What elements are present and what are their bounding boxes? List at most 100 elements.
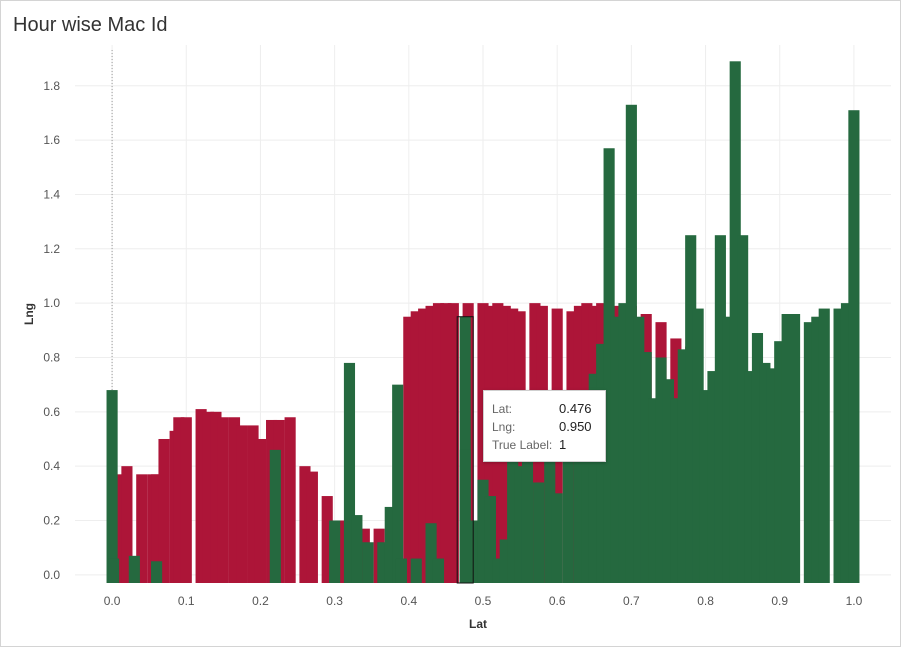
bar-label-1[interactable] (329, 520, 341, 583)
bar-label-0[interactable] (236, 425, 248, 583)
bar-label-1[interactable] (392, 384, 404, 583)
bar-label-1[interactable] (633, 316, 645, 583)
bar-label-1[interactable] (492, 558, 504, 583)
bar-label-0[interactable] (410, 311, 422, 583)
bar-label-1[interactable] (722, 316, 734, 583)
bar-label-0[interactable] (210, 411, 222, 583)
bar-label-1[interactable] (759, 362, 771, 583)
bar-label-0[interactable] (228, 417, 241, 583)
bar-label-0[interactable] (321, 496, 333, 583)
bar-label-1[interactable] (362, 542, 374, 583)
bar-label-1[interactable] (108, 558, 120, 583)
bar-label-1[interactable] (432, 558, 445, 583)
bar-label-1[interactable] (789, 314, 801, 583)
bar-label-1[interactable] (811, 316, 823, 583)
bar-label-1[interactable] (640, 352, 652, 583)
bar-label-1[interactable] (507, 447, 519, 583)
bar-label-1[interactable] (737, 235, 749, 583)
bar-label-1[interactable] (670, 398, 682, 583)
bar-label-1[interactable] (477, 479, 489, 583)
bar-label-1[interactable] (699, 390, 712, 583)
bar-label-1[interactable] (581, 411, 593, 583)
bar-label-1[interactable] (707, 371, 719, 583)
y-tick-label: 1.0 (43, 296, 60, 310)
bar-label-1[interactable] (662, 379, 675, 583)
bar-label-0[interactable] (113, 474, 126, 583)
bar-label-1[interactable] (714, 235, 726, 583)
bar-label-1[interactable] (655, 357, 667, 583)
bar-label-1[interactable] (151, 561, 163, 583)
bar-label-1[interactable] (410, 558, 422, 583)
bar-label-1[interactable] (533, 482, 545, 583)
bar-label-1[interactable] (603, 148, 615, 584)
bar-label-1[interactable] (610, 316, 623, 583)
bar-label-1[interactable] (588, 373, 600, 583)
bar-label-1[interactable] (818, 308, 830, 583)
bar-label-0[interactable] (336, 520, 348, 583)
bar-label-1[interactable] (625, 104, 637, 584)
bar-label-1[interactable] (395, 558, 407, 583)
bar-label-1[interactable] (840, 303, 853, 583)
bar-label-0[interactable] (136, 474, 148, 583)
bar-label-0[interactable] (432, 303, 445, 583)
bar-label-1[interactable] (766, 368, 778, 583)
bar-label-1[interactable] (377, 542, 389, 583)
bar-label-1[interactable] (781, 314, 793, 583)
bar-label-1[interactable] (729, 61, 741, 583)
x-tick-label: 0.0 (104, 594, 121, 608)
data-tooltip: Lat: 0.476 Lng: 0.950 True Label: 1 (483, 390, 606, 462)
bar-label-1[interactable] (106, 390, 118, 583)
bar-label-0[interactable] (151, 474, 163, 583)
bar-label-1[interactable] (384, 506, 396, 583)
bar-label-1[interactable] (803, 322, 815, 583)
x-tick-label: 0.7 (623, 594, 640, 608)
bar-label-1[interactable] (677, 349, 689, 583)
bar-label-1[interactable] (596, 343, 608, 583)
bar-label-0[interactable] (254, 438, 267, 583)
bar-label-0[interactable] (306, 471, 318, 583)
bar-label-0[interactable] (299, 466, 311, 583)
highlighted-bar[interactable] (456, 316, 474, 584)
bar-label-1[interactable] (544, 458, 556, 583)
bar-label-1[interactable] (774, 341, 786, 583)
bar-label-1[interactable] (833, 308, 845, 583)
bar-label-1[interactable] (269, 449, 281, 583)
bar-label-1[interactable] (562, 433, 574, 583)
bar-label-0[interactable] (180, 417, 192, 583)
bar-label-1[interactable] (425, 523, 437, 583)
bar-label-1[interactable] (459, 449, 471, 583)
x-tick-label: 0.4 (400, 594, 417, 608)
bar-label-0[interactable] (418, 308, 430, 583)
bar-label-0[interactable] (447, 303, 459, 583)
bar-label-0[interactable] (173, 417, 185, 583)
axes: 0.0 0.1 0.2 0.3 0.4 0.5 0.6 0.7 0.8 0.9 1.0 0.0 0.2 0… (22, 79, 863, 631)
bar-label-1[interactable] (744, 371, 756, 583)
bar-label-1[interactable] (128, 555, 140, 583)
bar-label-1[interactable] (685, 235, 697, 583)
bar-label-1[interactable] (573, 403, 585, 583)
bar-label-0[interactable] (202, 411, 215, 583)
bar-label-1[interactable] (551, 493, 563, 583)
bar-label-0[interactable] (195, 409, 207, 583)
bar-label-0[interactable] (440, 303, 452, 583)
bar-label-0[interactable] (247, 425, 259, 583)
bar-label-1[interactable] (521, 409, 534, 583)
bar-label-1[interactable] (351, 515, 363, 583)
bar-label-1[interactable] (618, 303, 630, 583)
bar-label-1[interactable] (484, 496, 496, 583)
bar-label-1[interactable] (751, 333, 764, 583)
bar-label-1[interactable] (499, 539, 511, 583)
bar-label-1[interactable] (470, 520, 482, 583)
bar-label-1[interactable] (343, 362, 356, 583)
bar-label-1[interactable] (514, 466, 526, 583)
bar-label-1[interactable] (648, 398, 660, 583)
bar-label-0[interactable] (158, 438, 170, 583)
bar-label-0[interactable] (425, 305, 437, 583)
bar-label-1[interactable] (848, 110, 860, 583)
bar-label-0[interactable] (217, 417, 229, 583)
bar-label-0[interactable] (403, 316, 415, 583)
bar-label-0[interactable] (121, 466, 133, 583)
bar-label-1[interactable] (692, 308, 704, 583)
bar-label-0[interactable] (284, 417, 296, 583)
